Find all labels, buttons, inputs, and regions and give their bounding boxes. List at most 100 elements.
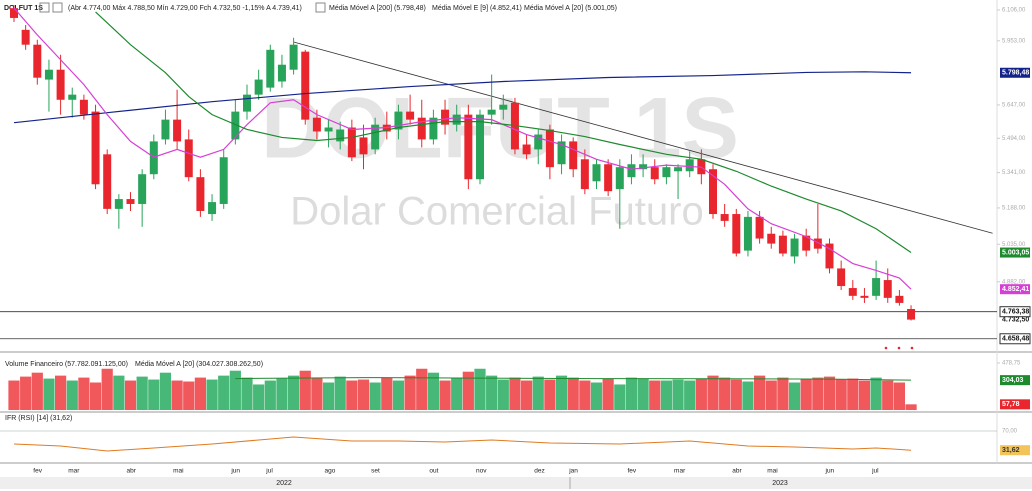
candle-body <box>499 104 508 110</box>
price-label-box <box>999 333 1031 345</box>
y-tick-label: 70,00 <box>1002 429 1018 435</box>
volume-bar <box>89 382 102 410</box>
price-label-box <box>1000 399 1030 410</box>
volume-bar <box>788 382 801 410</box>
candle-body <box>580 159 589 190</box>
year-label: 2023 <box>772 480 788 487</box>
volume-bar <box>218 375 230 410</box>
volume-bar <box>357 379 370 410</box>
volume-bar <box>905 404 917 410</box>
candle-body <box>685 159 694 172</box>
candle-body <box>872 278 881 296</box>
icon[interactable] <box>315 2 326 13</box>
volume-bar <box>672 379 684 410</box>
x-tick-label: nov <box>476 468 487 475</box>
x-tick-label: abr <box>732 468 742 475</box>
volume-bar <box>451 377 463 410</box>
quote: (Abr 4.774,00 Máx 4.788,50 Mín 4.729,00 … <box>68 5 302 12</box>
y-tick-label: 5.494,00 <box>1002 136 1026 142</box>
volume-bar <box>113 375 125 410</box>
price-label-box <box>1000 67 1030 78</box>
price-label-box <box>999 306 1031 318</box>
volume-bar <box>311 377 323 410</box>
volume-bar <box>427 372 439 410</box>
rsi-title: IFR (RSI) [14] (31,62) <box>5 415 72 422</box>
price-label-box <box>1000 445 1030 456</box>
candle-body <box>219 157 228 204</box>
volume-bar <box>159 372 172 410</box>
volume-bar <box>590 382 603 410</box>
candle-body <box>883 280 892 298</box>
candle-body <box>336 129 345 142</box>
candle-body <box>324 127 333 132</box>
volume-bar <box>812 377 824 410</box>
volume-bar <box>381 377 393 410</box>
candle-body <box>627 164 636 178</box>
candle-body <box>254 79 263 95</box>
volume-bar <box>183 381 195 410</box>
candle-body <box>371 124 380 150</box>
candle-body <box>114 199 123 209</box>
moving-average <box>13 71 912 124</box>
x-tick-label: jul <box>871 468 879 475</box>
candle-body <box>639 164 648 170</box>
candle-body <box>103 154 112 209</box>
candle-body <box>184 139 193 178</box>
candle-body <box>592 164 601 182</box>
volume-bar <box>369 382 381 410</box>
volume-bar <box>602 378 614 410</box>
icon[interactable] <box>39 2 50 13</box>
candle-body <box>429 117 438 140</box>
x-tick-label: jun <box>825 468 835 475</box>
x-tick-label: mai <box>767 468 777 475</box>
price-label-box <box>1000 247 1030 258</box>
volume-bar <box>532 376 544 410</box>
volume-bar <box>870 377 882 410</box>
volume-bar <box>462 371 474 410</box>
candle-body <box>778 235 787 254</box>
marker-dot <box>884 346 888 350</box>
price-label: 31,62 <box>1002 447 1020 454</box>
price-label: 5.003,05 <box>1002 249 1029 256</box>
candle-body <box>895 295 904 303</box>
volume-bar <box>148 379 160 410</box>
volume-bar <box>20 376 32 410</box>
y-tick-label: 5.953,00 <box>1002 38 1026 44</box>
candle-body <box>709 169 717 215</box>
x-tick-label: mai <box>173 468 183 475</box>
volume-bar <box>521 380 533 410</box>
volume-bar <box>194 377 206 410</box>
volume-bar <box>835 379 847 410</box>
price-label: 4.852,41 <box>1002 286 1029 293</box>
candle-body <box>289 44 298 70</box>
volume-bar <box>742 381 754 410</box>
candle-body <box>790 238 799 257</box>
candle-body <box>813 238 822 249</box>
candle-body <box>452 114 461 125</box>
icon[interactable] <box>52 2 63 13</box>
volume-bar <box>8 380 20 410</box>
volume-bar <box>43 378 55 410</box>
candle-body <box>196 177 205 211</box>
candle-body <box>522 144 531 155</box>
x-tick-label: out <box>429 468 438 475</box>
volume-bar <box>124 380 137 410</box>
x-tick-label: mar <box>674 468 686 475</box>
x-tick-label: jul <box>265 468 273 475</box>
volume-bar <box>684 380 696 410</box>
candle-body <box>557 141 566 165</box>
trendline <box>293 41 993 234</box>
candle-body <box>301 51 310 120</box>
x-tick-label: set <box>371 468 380 475</box>
candle-body <box>732 214 741 254</box>
year-band <box>0 477 1032 489</box>
volume-bar <box>334 376 346 410</box>
x-tick-label: fev <box>33 468 42 475</box>
moving-average <box>13 7 912 290</box>
candle-body <box>860 295 869 298</box>
volume-bar <box>404 375 416 410</box>
candle-body <box>802 235 811 251</box>
volume-bar <box>719 377 731 410</box>
volume-bar <box>660 380 672 410</box>
